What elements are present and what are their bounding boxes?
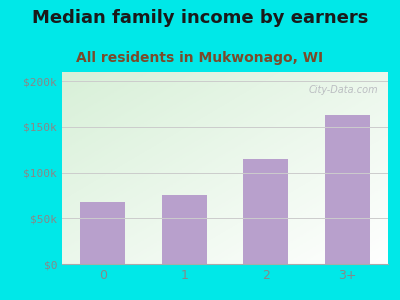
Text: City-Data.com: City-Data.com xyxy=(308,85,378,95)
Bar xyxy=(162,195,207,264)
Text: Median family income by earners: Median family income by earners xyxy=(32,9,368,27)
Bar xyxy=(80,202,125,264)
Bar xyxy=(243,159,288,264)
Text: All residents in Mukwonago, WI: All residents in Mukwonago, WI xyxy=(76,51,324,65)
Bar xyxy=(325,115,370,264)
